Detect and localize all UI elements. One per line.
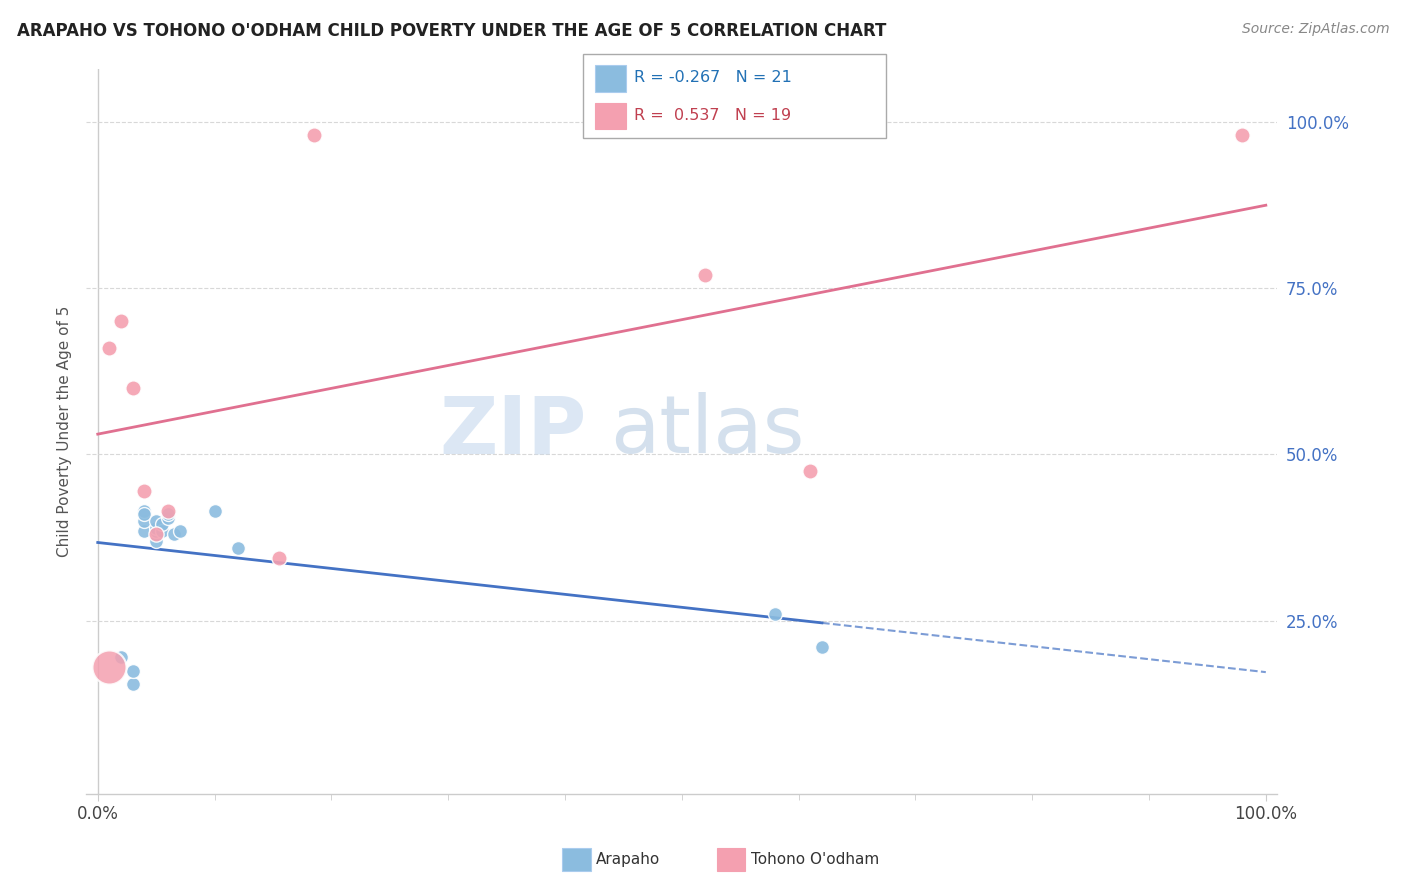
Point bbox=[134, 504, 156, 518]
Point bbox=[302, 128, 325, 142]
Point bbox=[134, 483, 156, 498]
Point bbox=[145, 524, 167, 538]
Text: ARAPAHO VS TOHONO O'ODHAM CHILD POVERTY UNDER THE AGE OF 5 CORRELATION CHART: ARAPAHO VS TOHONO O'ODHAM CHILD POVERTY … bbox=[17, 22, 886, 40]
Y-axis label: Child Poverty Under the Age of 5: Child Poverty Under the Age of 5 bbox=[58, 305, 72, 557]
Point bbox=[1232, 128, 1254, 142]
Point bbox=[156, 504, 179, 518]
Point bbox=[145, 520, 167, 534]
Point bbox=[267, 550, 290, 565]
Point bbox=[156, 508, 179, 522]
Text: Tohono O'odham: Tohono O'odham bbox=[751, 853, 879, 867]
Point bbox=[150, 524, 173, 538]
Text: R = -0.267   N = 21: R = -0.267 N = 21 bbox=[634, 70, 792, 85]
Point bbox=[98, 660, 121, 674]
Text: Source: ZipAtlas.com: Source: ZipAtlas.com bbox=[1241, 22, 1389, 37]
Point bbox=[226, 541, 249, 555]
Point bbox=[763, 607, 786, 621]
Text: R =  0.537   N = 19: R = 0.537 N = 19 bbox=[634, 108, 792, 122]
Point bbox=[110, 314, 132, 328]
Text: atlas: atlas bbox=[610, 392, 804, 470]
Point bbox=[811, 640, 834, 655]
Point bbox=[169, 524, 191, 538]
Point bbox=[110, 650, 132, 665]
Point bbox=[145, 533, 167, 548]
Point bbox=[121, 664, 143, 678]
Text: Arapaho: Arapaho bbox=[596, 853, 661, 867]
Point bbox=[163, 527, 186, 541]
Point bbox=[799, 464, 821, 478]
Point bbox=[121, 677, 143, 691]
Point bbox=[134, 508, 156, 522]
Point bbox=[150, 517, 173, 532]
Point bbox=[156, 510, 179, 524]
Point bbox=[98, 341, 121, 355]
Point bbox=[121, 381, 143, 395]
Text: ZIP: ZIP bbox=[439, 392, 586, 470]
Point bbox=[695, 268, 717, 282]
Point bbox=[134, 524, 156, 538]
Point bbox=[145, 514, 167, 528]
Point bbox=[134, 514, 156, 528]
Point bbox=[204, 504, 226, 518]
Point bbox=[145, 527, 167, 541]
